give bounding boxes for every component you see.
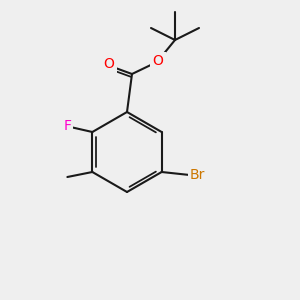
Text: O: O (153, 54, 164, 68)
Text: O: O (103, 57, 114, 71)
Text: Br: Br (190, 168, 205, 182)
Text: F: F (63, 119, 71, 133)
